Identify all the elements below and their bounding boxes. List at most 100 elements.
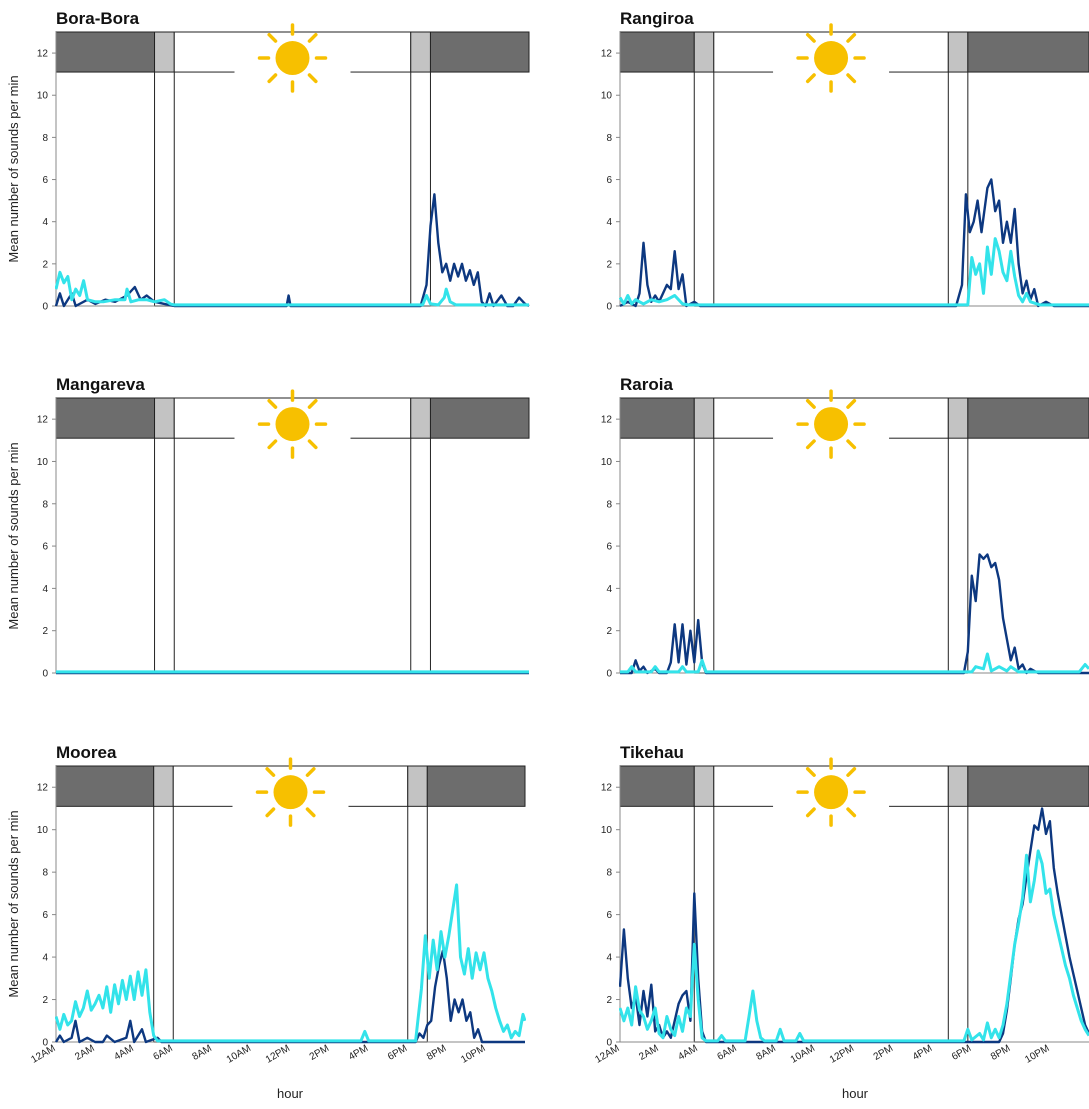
y-tick-label: 2: [606, 626, 612, 637]
period-band-night: [967, 765, 1089, 807]
panel-raroia: Raroia 0 2 4 6 8 10 12: [601, 375, 1089, 680]
x-axis-label: hour: [842, 1086, 869, 1101]
series-line-dark: [619, 178, 1089, 308]
sun-ray: [307, 439, 318, 450]
period-band-twilight: [410, 31, 431, 73]
y-axis-label: Mean number of sounds per min: [6, 442, 21, 629]
x-tick-label: 8PM: [989, 1043, 1012, 1063]
sun-ray: [307, 32, 318, 43]
sun-ray: [307, 399, 318, 409]
y-tick-label: 0: [42, 302, 48, 313]
x-tick-label: 2PM: [872, 1043, 895, 1063]
y-tick-label: 2: [42, 995, 48, 1006]
y-tick-label: 6: [42, 175, 48, 186]
period-band-twilight: [154, 31, 175, 73]
y-tick-label: 0: [606, 669, 612, 680]
y-tick-label: 4: [42, 584, 48, 595]
x-tick-label: 4PM: [911, 1043, 934, 1063]
series-line-dark: [55, 949, 525, 1044]
sun-ray: [805, 767, 816, 777]
y-tick-label: 6: [606, 910, 612, 921]
sun-disc: [273, 775, 308, 810]
sun-icon: [773, 389, 890, 459]
sun-ray: [846, 399, 857, 409]
y-tick-label: 10: [37, 825, 49, 836]
y-tick-label: 4: [42, 953, 48, 964]
x-tick-label: 4PM: [347, 1043, 370, 1063]
sun-ray: [805, 439, 816, 450]
sun-ray: [307, 73, 318, 84]
panel-title: Bora-Bora: [56, 9, 140, 28]
series-line-dark: [619, 807, 1089, 1044]
x-tick-label: 4AM: [676, 1043, 699, 1063]
sun-ray: [267, 73, 278, 84]
period-band-night: [55, 31, 156, 73]
period-band-twilight: [693, 765, 715, 807]
period-band-night: [967, 31, 1089, 73]
y-tick-label: 6: [42, 542, 48, 553]
y-tick-label: 10: [37, 457, 49, 468]
period-band-night: [429, 397, 530, 439]
x-tick-label: 8AM: [191, 1043, 214, 1063]
x-tick-label: 10AM: [789, 1043, 817, 1066]
x-tick-label: 10PM: [1023, 1043, 1051, 1066]
period-band-twilight: [154, 397, 175, 439]
sun-ray: [267, 32, 278, 43]
sun-ray: [305, 767, 316, 777]
y-tick-label: 2: [42, 626, 48, 637]
y-tick-label: 6: [606, 542, 612, 553]
x-tick-label: 2AM: [73, 1043, 96, 1063]
y-tick-label: 8: [42, 133, 48, 144]
sun-ray: [846, 73, 857, 84]
y-tick-label: 8: [606, 133, 612, 144]
y-axis-label: Mean number of sounds per min: [6, 75, 21, 262]
y-tick-label: 4: [606, 584, 612, 595]
panel-mangareva: Mangareva 0 2 4 6 8 10 12: [37, 375, 530, 680]
sun-ray: [846, 32, 857, 43]
period-band-twilight: [693, 31, 715, 73]
x-tick-label: 6PM: [950, 1043, 973, 1063]
y-tick-label: 4: [606, 953, 612, 964]
period-band-night: [55, 397, 156, 439]
panel-rangiroa: Rangiroa 0 2 4 6 8 10 12: [601, 9, 1089, 313]
period-band-night: [426, 765, 526, 807]
y-tick-label: 12: [601, 49, 613, 60]
x-tick-label: 12PM: [264, 1043, 292, 1066]
series-line-light: [55, 883, 526, 1043]
sun-ray: [805, 807, 816, 818]
sun-disc: [275, 407, 310, 442]
y-tick-label: 12: [601, 415, 613, 426]
series-line-dark: [620, 553, 1089, 675]
panel-title: Rangiroa: [620, 9, 694, 28]
y-tick-label: 10: [37, 91, 49, 102]
x-tick-label: 6AM: [151, 1043, 174, 1063]
y-tick-label: 8: [606, 499, 612, 510]
series-line-light: [55, 270, 529, 307]
period-band-twilight: [153, 765, 174, 807]
period-band-twilight: [407, 765, 428, 807]
sun-disc: [814, 775, 849, 810]
sun-ray: [805, 32, 816, 43]
sun-ray: [267, 439, 278, 450]
x-tick-label: 12PM: [828, 1043, 856, 1066]
sun-ray: [267, 399, 278, 409]
sun-ray: [846, 767, 857, 777]
y-tick-label: 4: [42, 217, 48, 228]
y-axis-label: Mean number of sounds per min: [6, 810, 21, 997]
y-tick-label: 10: [601, 825, 613, 836]
x-tick-label: 2PM: [308, 1043, 331, 1063]
sun-ray: [305, 807, 316, 818]
panel-title: Raroia: [620, 375, 673, 394]
sun-ray: [265, 807, 276, 818]
y-tick-label: 8: [42, 868, 48, 879]
sun-ray: [265, 767, 276, 777]
x-tick-label: 2AM: [637, 1043, 660, 1063]
sun-disc: [814, 407, 849, 442]
y-tick-label: 8: [606, 868, 612, 879]
x-tick-label: 4AM: [112, 1043, 135, 1063]
y-tick-label: 2: [606, 259, 612, 270]
period-band-twilight: [693, 397, 715, 439]
